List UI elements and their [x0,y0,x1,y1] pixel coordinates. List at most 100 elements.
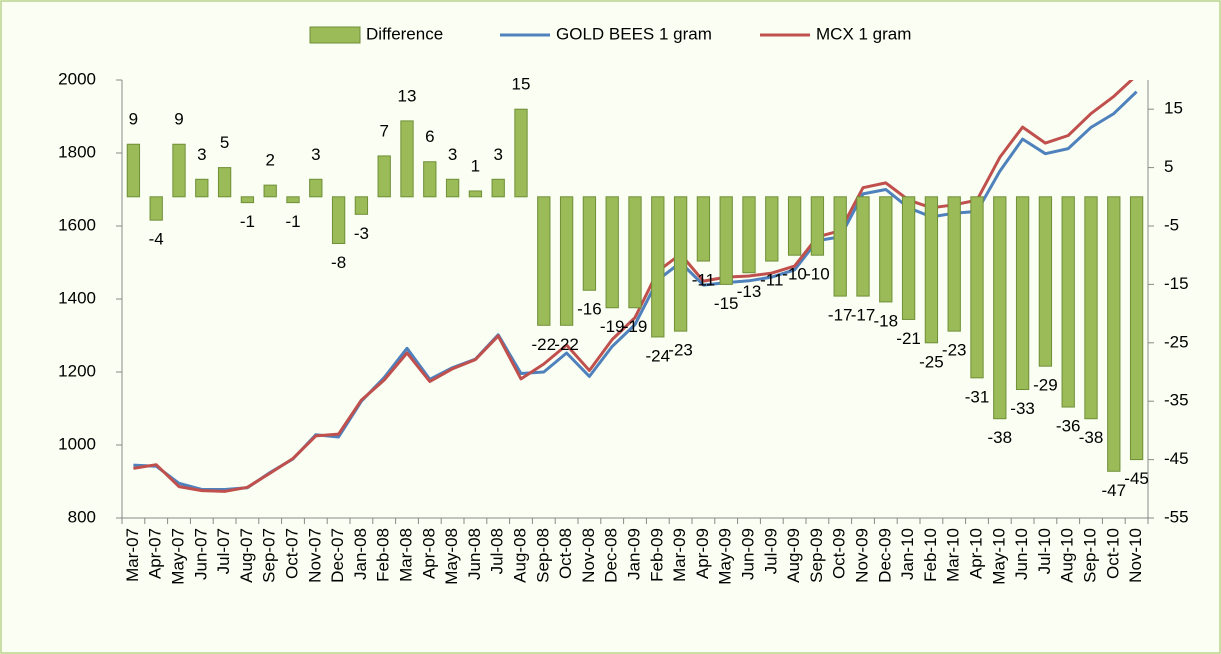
bar [1107,196,1121,472]
y2-tick-label: 5 [1164,157,1173,176]
bar [765,196,779,262]
bar [377,155,391,198]
x-tick-label: Feb-09 [647,528,666,582]
data-label: -15 [714,294,739,313]
y-tick-label: 800 [68,507,96,526]
data-label: 2 [265,151,274,170]
bar [1038,196,1053,367]
x-tick-label: Nov-07 [305,528,324,583]
x-tick-label: Oct-10 [1103,528,1122,579]
data-label: -11 [692,271,715,290]
data-label: 6 [425,127,434,146]
x-tick-label: Sep-10 [1080,528,1099,583]
line [133,80,1134,493]
bar [605,196,619,309]
x-tick-label: Oct-09 [830,528,849,579]
data-label: 7 [379,121,388,140]
bar [1129,196,1144,461]
data-label: -1 [285,212,300,231]
bar [240,196,255,204]
data-label: -17 [828,306,853,325]
data-label: -19 [600,317,625,336]
x-tick-label: Jan-09 [624,528,643,580]
x-tick-label: Jun-10 [1012,528,1031,580]
data-label: -10 [782,265,807,284]
bar [309,178,323,198]
x-tick-label: May-07 [168,528,187,585]
data-label: -29 [1033,376,1058,395]
data-label: -38 [988,428,1013,447]
data-label: -19 [623,317,648,336]
x-tick-label: Mar-08 [396,528,415,582]
data-label: -10 [805,265,830,284]
bar [514,108,528,198]
data-label: -23 [942,341,967,360]
bar [993,196,1007,420]
bar [651,196,665,338]
data-label: 1 [471,156,480,175]
data-label: -18 [874,311,899,330]
x-tick-label: Jul-09 [761,528,780,574]
data-label: 9 [174,110,183,129]
legend: Difference GOLD BEES 1 gram MCX 1 gram [309,24,911,44]
x-tick-label: Sep-08 [533,528,552,583]
x-tick-label: Mar-10 [944,528,963,582]
bar [286,196,300,204]
bar [331,196,346,245]
x-tick-label: Jun-09 [738,528,757,580]
data-label: -13 [737,282,762,301]
x-tick-label: May-09 [716,528,735,585]
bar [879,196,893,303]
data-label: -47 [1102,481,1127,500]
x-tick-label: Oct-07 [282,528,301,579]
y2-tick-label: -5 [1164,215,1179,234]
bar [628,196,642,309]
bar [468,190,483,198]
bar [719,196,733,285]
legend-swatch [309,26,361,44]
legend-label: MCX 1 gram [816,24,911,43]
bar [742,196,756,274]
bar [673,196,688,332]
y-tick-label: 1200 [58,361,96,380]
bar [537,196,551,326]
y2-tick-label: -25 [1164,332,1189,351]
bar [354,196,369,215]
data-label: -4 [149,230,164,249]
data-label: -22 [554,335,579,354]
x-tick-label: Sep-07 [260,528,279,583]
bar [445,178,460,198]
bar [491,178,505,198]
legend-label: Difference [366,24,443,43]
bar [172,143,186,198]
data-label: -23 [668,341,693,360]
bar [833,196,847,297]
x-tick-label: Mar-07 [123,528,142,582]
data-label: -38 [1079,428,1104,447]
x-tick-label: Jan-08 [351,528,370,580]
data-label: -25 [919,352,944,371]
bar [810,196,825,256]
x-tick-label: Aug-10 [1058,528,1077,583]
bar [1015,196,1030,391]
data-label: -31 [965,387,990,406]
data-label: -33 [1010,399,1035,418]
data-label: 15 [512,75,531,94]
data-label: 5 [220,133,229,152]
y2-tick-label: -15 [1164,274,1189,293]
data-label: -8 [331,253,346,272]
x-tick-label: Aug-07 [237,528,256,583]
bar [217,167,232,198]
data-label: -11 [760,271,783,290]
x-tick-label: Jun-07 [191,528,210,580]
x-tick-label: Apr-07 [146,528,165,579]
y-tick-label: 1800 [58,142,96,161]
x-tick-label: Apr-09 [693,528,712,579]
bar [901,196,916,320]
data-label: -22 [532,335,557,354]
bar [856,196,870,297]
x-tick-label: Jul-10 [1035,528,1054,574]
x-tick-label: Dec-09 [875,528,894,583]
bar [970,196,984,379]
